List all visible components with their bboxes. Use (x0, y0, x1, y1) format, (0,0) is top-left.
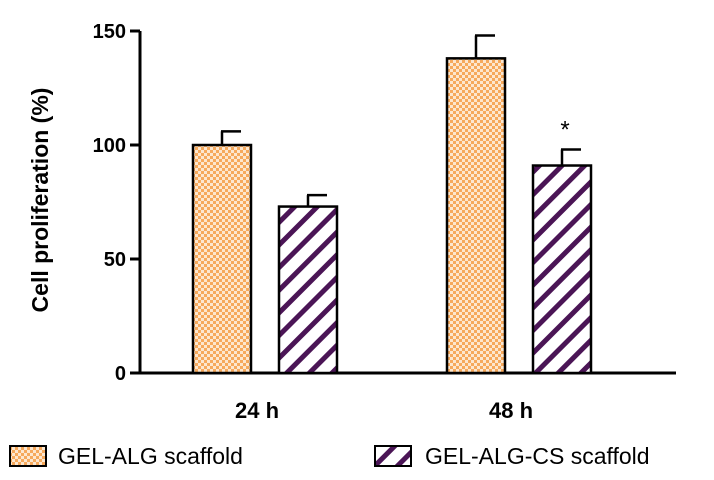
bar-gel-alg-24h (191, 143, 253, 375)
bar-gel-alg-cs-48h (531, 164, 593, 375)
y-tick-label: 0 (115, 363, 126, 385)
x-category-label: 24 h (235, 398, 279, 423)
significance-marker: * (560, 117, 569, 144)
bar-series-group (191, 34, 593, 375)
chart-legend: GEL-ALG scaffold GEL-ALG-CS scaffold (9, 443, 650, 469)
legend-label: GEL-ALG scaffold (58, 443, 243, 469)
x-category-label: 48 h (489, 398, 533, 423)
chart-labels: 24 h * 48 h (235, 117, 570, 423)
legend-swatch (374, 445, 412, 467)
bar-gel-alg-48h (445, 57, 507, 375)
y-axis-title: Cell proliferation (%) (27, 88, 53, 313)
legend-swatch (9, 445, 47, 467)
bar-gel-alg-cs-24h (277, 205, 339, 375)
y-tick-label: 150 (93, 21, 126, 43)
legend-label: GEL-ALG-CS scaffold (425, 443, 650, 469)
y-tick-label: 100 (93, 135, 126, 157)
y-tick-label: 50 (104, 249, 126, 271)
